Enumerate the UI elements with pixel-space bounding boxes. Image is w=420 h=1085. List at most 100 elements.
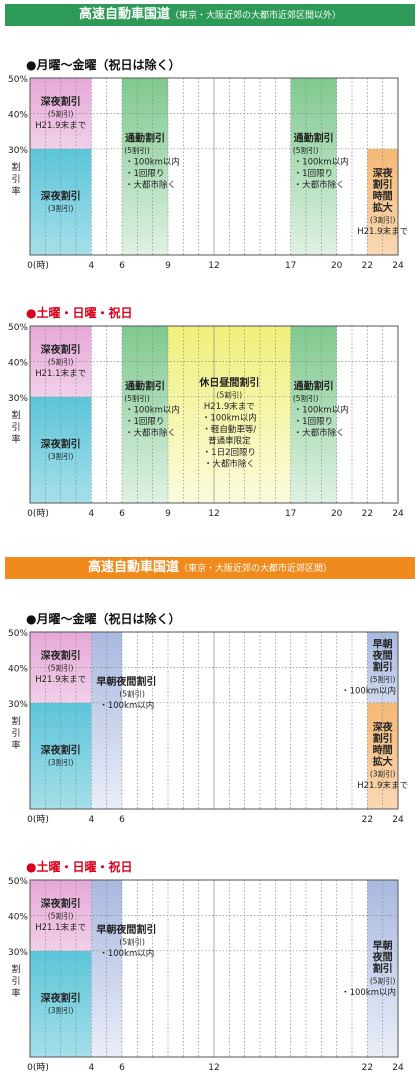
series-label: 深夜割引	[41, 991, 81, 1004]
x-tick-label: 4	[88, 509, 94, 519]
series-label: 深夜割引	[41, 743, 81, 756]
series-label: 割引	[373, 732, 393, 745]
section-banner-2: 高速自動車国道（東京・大阪近郊の大都市近郊区間）	[5, 557, 415, 579]
series-label: 深夜	[373, 166, 394, 179]
discount-band	[30, 632, 92, 703]
plot-frame	[29, 325, 399, 504]
series-label: ・100km以内	[294, 405, 349, 416]
x-tick-label: 22	[362, 261, 373, 271]
series-label: 通勤割引	[294, 380, 334, 393]
series-label: 普通車限定	[208, 436, 251, 447]
x-tick-label: 9	[165, 261, 171, 271]
chart-4-title: ●土曜・日曜・祝日	[26, 860, 133, 874]
series-label: 割引	[373, 962, 393, 975]
y-axis-label: 率	[11, 987, 20, 999]
series-label: 割引	[373, 178, 393, 191]
series-label: ・100km以内	[202, 413, 257, 424]
series-label: (5割引)	[119, 937, 145, 947]
x-tick-label: 22	[362, 1063, 373, 1073]
discount-band	[367, 632, 398, 703]
discount-band	[367, 702, 398, 809]
series-label: (5割引)	[48, 911, 74, 921]
series-label: ・大都市除く	[294, 180, 345, 191]
section-banner-1: 高速自動車国道（東京・大阪近郊の大都市近郊区間以外）	[5, 4, 415, 26]
series-label: ・100km以内	[99, 948, 154, 959]
series-label: 深夜割引	[41, 437, 81, 450]
series-label: ・大都市除く	[204, 459, 255, 470]
x-tick-label: 24	[392, 815, 404, 825]
y-tick-label: 50%	[8, 323, 28, 333]
series-label: 早朝夜間割引	[96, 923, 156, 936]
y-tick-label: 40%	[8, 664, 28, 674]
discount-band	[30, 702, 92, 809]
series-label: 拡大	[373, 201, 393, 214]
series-label: 深夜割引	[41, 343, 81, 356]
y-axis-label: 率	[11, 739, 20, 751]
series-label: 早朝	[373, 638, 393, 651]
plot-area	[29, 631, 399, 810]
series-label: (5割引)	[370, 975, 396, 985]
series-label: (5割引)	[48, 357, 74, 367]
series-label: (5割引)	[124, 393, 150, 403]
series-label: ・軽自動車等/	[202, 424, 256, 435]
series-label: (5割引)	[48, 109, 74, 119]
y-axis-label: 割	[11, 715, 20, 727]
y-axis-label: 割	[11, 161, 20, 173]
series-label: H21.1末まで	[35, 922, 86, 933]
x-tick-label: 0(時)	[27, 508, 49, 519]
x-tick-label: 6	[119, 261, 125, 271]
series-label: H21.1末まで	[35, 368, 86, 379]
x-tick-label: 0(時)	[27, 814, 49, 825]
y-tick-label: 40%	[8, 912, 28, 922]
section-subtitle-1: （東京・大阪近郊の大都市近郊区間以外）	[170, 11, 342, 21]
y-axis-label: 引	[11, 174, 20, 185]
series-label: H21.9末まで	[35, 120, 86, 131]
series-label: H21.9末まで	[357, 226, 408, 237]
series-label: (3割引)	[48, 757, 74, 767]
discount-band	[30, 880, 92, 951]
plot-area	[29, 325, 399, 504]
series-label: ・100km以内	[99, 700, 154, 711]
series-label: 早朝	[373, 939, 393, 952]
y-axis-label: 引	[11, 422, 20, 433]
series-label: 時間	[373, 743, 393, 756]
x-tick-label: 6	[119, 509, 125, 519]
series-label: (5割引)	[119, 689, 145, 699]
series-label: ・大都市除く	[125, 428, 176, 439]
chart-3-title: ●月曜～金曜（祝日は除く）	[26, 612, 181, 626]
x-tick-label: 6	[119, 1063, 125, 1073]
series-label: 休日昼間割引	[198, 376, 259, 389]
x-tick-label: 24	[392, 509, 404, 519]
series-label: ・1回限り	[125, 417, 164, 427]
series-label: H21.9末まで	[35, 674, 86, 685]
series-label: 通勤割引	[125, 380, 165, 393]
series-label: 深夜割引	[41, 189, 81, 202]
y-axis-label: 引	[11, 976, 20, 987]
section-title-2: 高速自動車国道	[87, 560, 179, 575]
x-tick-label: 12	[208, 261, 219, 271]
series-label: (3割引)	[48, 451, 74, 461]
series-label: (3割引)	[48, 203, 74, 213]
series-label: ・大都市除く	[125, 180, 176, 191]
x-tick-label: 12	[208, 1063, 219, 1073]
series-label: (3割引)	[370, 768, 396, 778]
discount-band	[290, 78, 337, 255]
series-label: 通勤割引	[125, 132, 165, 145]
x-tick-label: 9	[165, 509, 171, 519]
series-label: (5割引)	[293, 393, 319, 403]
y-axis-label: 引	[11, 728, 20, 739]
series-label: 割引	[373, 661, 393, 674]
series-label: ・1回限り	[294, 417, 333, 427]
series-label: (5割引)	[124, 145, 150, 155]
x-tick-label: 20	[331, 509, 343, 519]
plot-area	[29, 77, 399, 256]
y-axis-label: 率	[11, 185, 20, 197]
plot-frame	[29, 631, 399, 810]
x-tick-label: 4	[88, 815, 94, 825]
x-tick-label: 12	[208, 509, 219, 519]
x-tick-label: 6	[119, 815, 125, 825]
series-label: (5割引)	[293, 145, 319, 155]
discount-band	[91, 632, 122, 809]
series-label: ・100km以内	[125, 157, 180, 168]
chart-1-title: ●月曜～金曜（祝日は除く）	[26, 58, 181, 72]
